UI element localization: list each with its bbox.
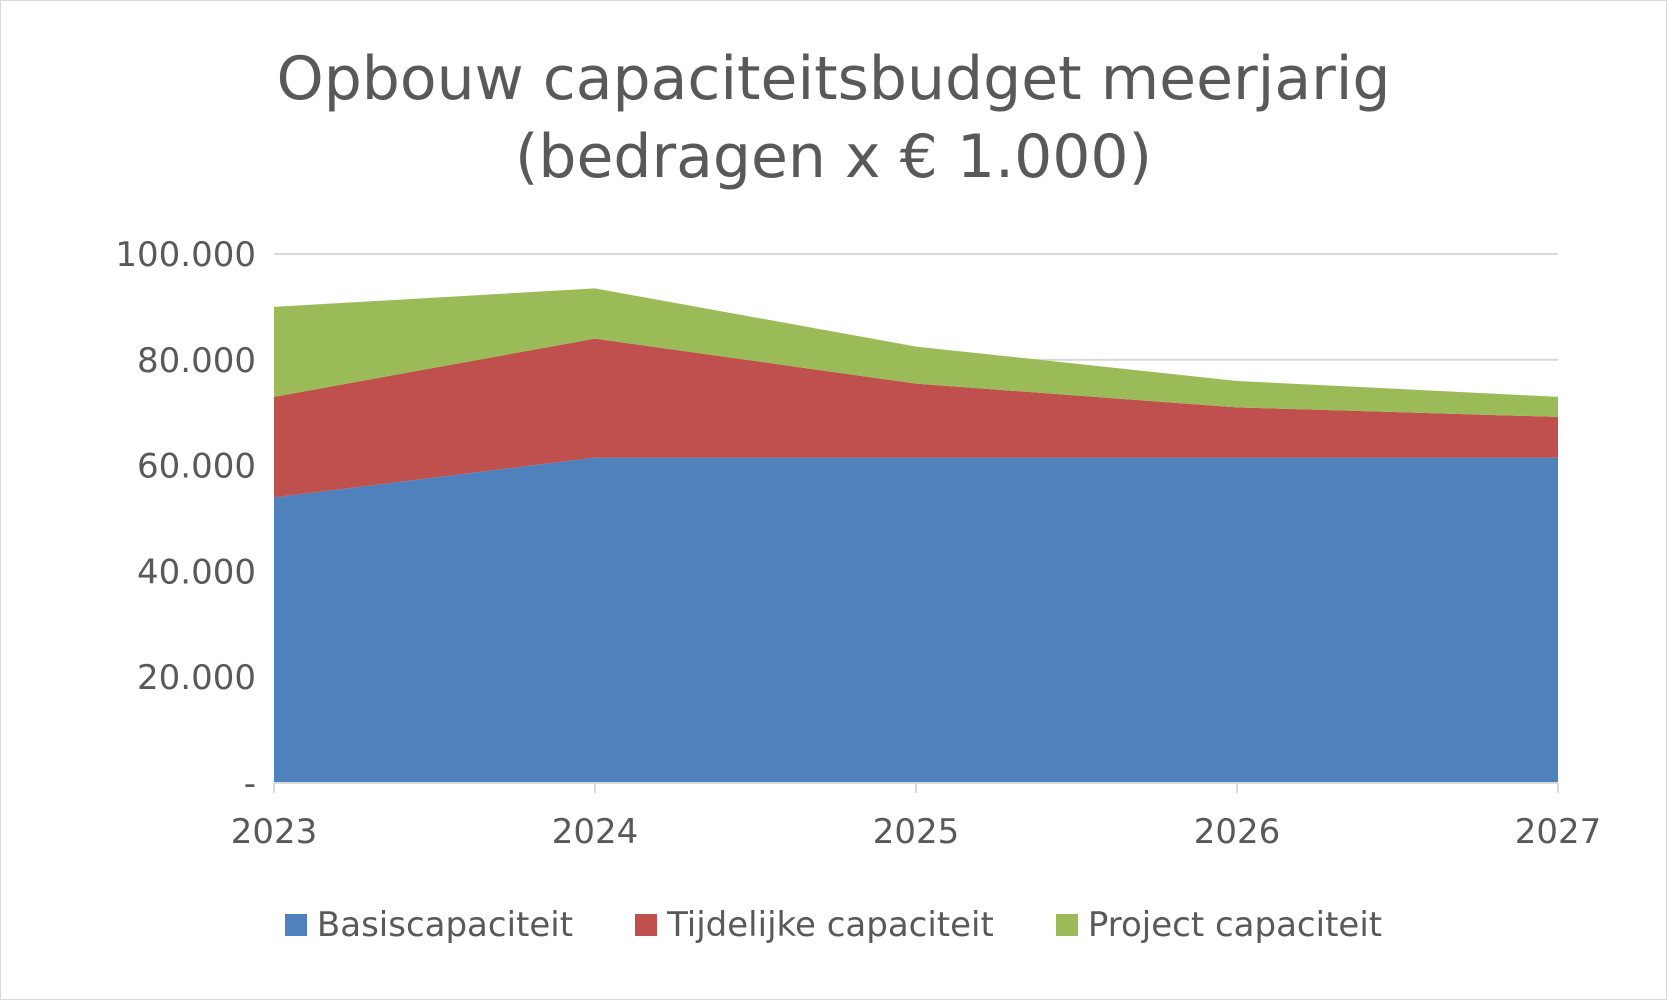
x-tick-label-2025: 2025 — [873, 812, 960, 852]
y-axis-tick-labels: - 20.000 40.000 60.000 80.000 100.000 — [115, 235, 256, 804]
legend-item-project-capaciteit: Project capaciteit — [1055, 905, 1383, 945]
area-basiscapaciteit — [274, 457, 1558, 783]
x-tick-label-2027: 2027 — [1515, 812, 1602, 852]
area-tijdelijke-capaciteit — [274, 338, 1558, 498]
x-tick-label-2024: 2024 — [552, 812, 639, 852]
legend-label-tijdelijke-capaciteit: Tijdelijke capaciteit — [667, 905, 994, 945]
y-tick-label-1: 20.000 — [137, 658, 256, 698]
chart-title: Opbouw capaciteitsbudget meerjarig (bedr… — [0, 40, 1667, 196]
legend-item-tijdelijke-capaciteit: Tijdelijke capaciteit — [635, 905, 994, 945]
x-tick-label-2023: 2023 — [231, 812, 318, 852]
area-series-group — [274, 288, 1558, 783]
legend-swatch-basiscapaciteit — [284, 914, 307, 936]
x-axis-tick-labels: 2023 2024 2025 2026 2027 — [231, 812, 1602, 852]
x-tick-label-2026: 2026 — [1194, 812, 1281, 852]
y-tick-label-2: 40.000 — [137, 552, 256, 592]
legend-item-basiscapaciteit: Basiscapaciteit — [284, 905, 574, 945]
y-tick-label-3: 60.000 — [137, 447, 256, 487]
y-tick-label-4: 80.000 — [137, 341, 256, 381]
legend-swatch-project-capaciteit — [1055, 914, 1078, 936]
y-tick-label-5: 100.000 — [115, 235, 256, 275]
legend-swatch-tijdelijke-capaciteit — [635, 914, 658, 936]
chart-title-line1: Opbouw capaciteitsbudget meerjarig — [276, 44, 1391, 114]
legend-label-basiscapaciteit: Basiscapaciteit — [316, 905, 574, 945]
legend-label-project-capaciteit: Project capaciteit — [1087, 905, 1383, 945]
y-tick-label-0: - — [244, 764, 256, 804]
area-project-capaciteit — [274, 288, 1558, 417]
legend: Basiscapaciteit Tijdelijke capaciteit Proj… — [0, 905, 1667, 945]
chart-title-line2: (bedragen x € 1.000) — [514, 122, 1153, 192]
x-axis — [273, 782, 1559, 793]
